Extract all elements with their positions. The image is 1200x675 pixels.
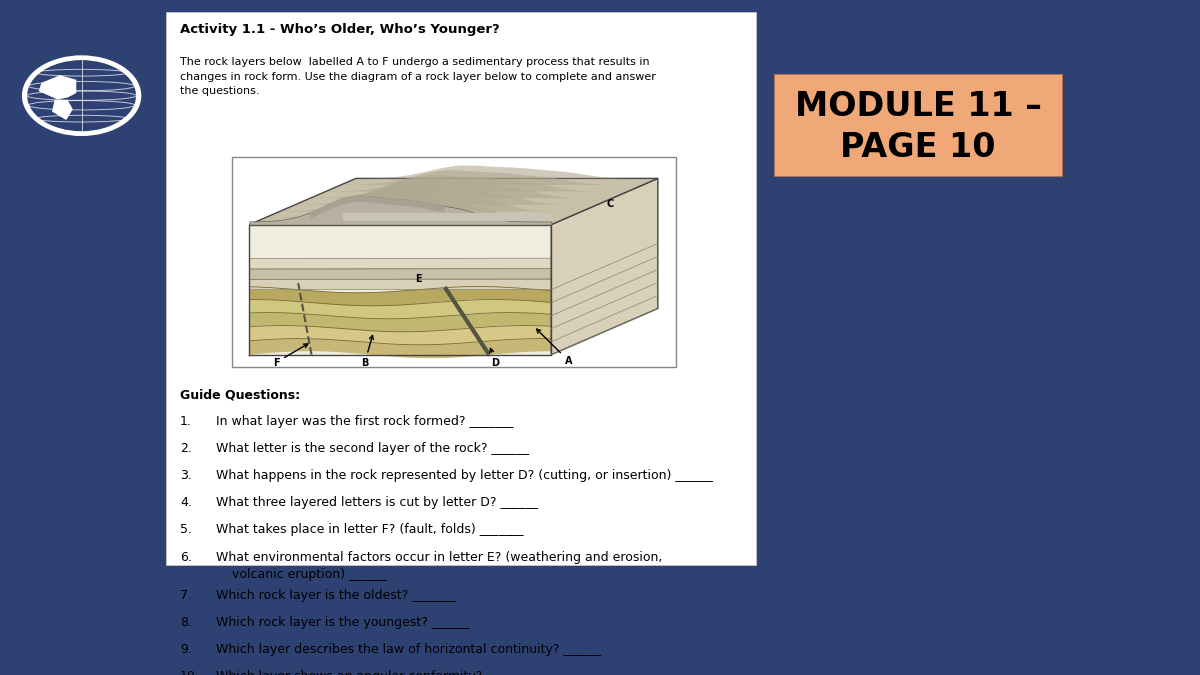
Text: 6.: 6. <box>180 551 192 564</box>
Text: E: E <box>415 274 421 284</box>
Polygon shape <box>40 76 76 99</box>
Text: Which layer shows an angular conformity? ______: Which layer shows an angular conformity?… <box>216 670 524 675</box>
Text: 3.: 3. <box>180 469 192 482</box>
Text: Guide Questions:: Guide Questions: <box>180 389 300 402</box>
Text: 7.: 7. <box>180 589 192 602</box>
Text: PAGE 10: PAGE 10 <box>840 131 996 164</box>
FancyBboxPatch shape <box>232 157 676 367</box>
Text: 9.: 9. <box>180 643 192 656</box>
Ellipse shape <box>24 57 139 134</box>
Polygon shape <box>250 178 658 225</box>
Text: What three layered letters is cut by letter D? ______: What three layered letters is cut by let… <box>216 496 538 510</box>
Text: D: D <box>490 348 499 367</box>
Text: 10.: 10. <box>180 670 200 675</box>
FancyBboxPatch shape <box>166 12 756 565</box>
Text: A: A <box>536 329 572 367</box>
Text: F: F <box>272 344 307 367</box>
Text: 8.: 8. <box>180 616 192 629</box>
FancyBboxPatch shape <box>774 74 1062 176</box>
Polygon shape <box>53 101 72 119</box>
Text: Which layer describes the law of horizontal continuity? ______: Which layer describes the law of horizon… <box>216 643 601 656</box>
Text: In what layer was the first rock formed? _______: In what layer was the first rock formed?… <box>216 415 514 428</box>
Text: C: C <box>606 199 613 209</box>
Polygon shape <box>250 225 551 354</box>
Text: 4.: 4. <box>180 496 192 510</box>
Text: 5.: 5. <box>180 524 192 537</box>
Text: ACTIVITY 3: ACTIVITY 3 <box>186 46 580 108</box>
Text: Which rock layer is the youngest? ______: Which rock layer is the youngest? ______ <box>216 616 469 629</box>
Text: What takes place in letter F? (fault, folds) _______: What takes place in letter F? (fault, fo… <box>216 524 523 537</box>
Text: What letter is the second layer of the rock? ______: What letter is the second layer of the r… <box>216 442 529 455</box>
Text: What happens in the rock represented by letter D? (cutting, or insertion) ______: What happens in the rock represented by … <box>216 469 713 482</box>
Text: 1.: 1. <box>180 415 192 428</box>
Ellipse shape <box>25 58 138 133</box>
Text: 2.: 2. <box>180 442 192 455</box>
Text: Activity 1.1 - Who’s Older, Who’s Younger?: Activity 1.1 - Who’s Older, Who’s Younge… <box>180 24 499 36</box>
Text: B: B <box>361 335 373 367</box>
Text: Which rock layer is the oldest? _______: Which rock layer is the oldest? _______ <box>216 589 456 602</box>
Polygon shape <box>551 178 658 354</box>
Text: MODULE 11 –: MODULE 11 – <box>794 90 1042 123</box>
Text: What environmental factors occur in letter E? (weathering and erosion,
    volca: What environmental factors occur in lett… <box>216 551 662 580</box>
Text: The rock layers below  labelled A to F undergo a sedimentary process that result: The rock layers below labelled A to F un… <box>180 57 656 97</box>
